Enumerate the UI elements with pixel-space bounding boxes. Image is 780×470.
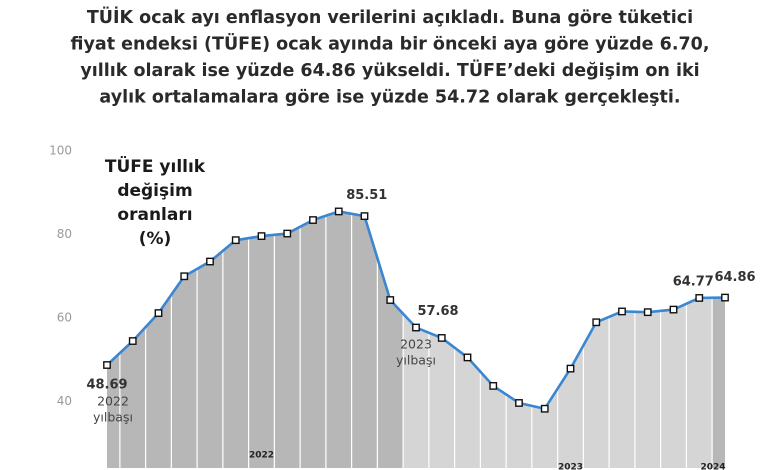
point xyxy=(489,382,498,390)
point xyxy=(437,334,446,342)
point xyxy=(463,353,472,362)
year-label: 2022 xyxy=(249,451,274,461)
point xyxy=(360,212,369,221)
point xyxy=(309,216,317,224)
point xyxy=(206,257,214,266)
inner-title: oranları xyxy=(117,205,192,225)
inner-title: (%) xyxy=(139,229,172,249)
headline: aylık ortalamalara göre ise yüzde 54.72 … xyxy=(99,88,680,108)
y-tick-label: 40 xyxy=(57,394,72,408)
annotation: yılbaşı xyxy=(396,353,436,368)
point xyxy=(592,318,601,327)
value-label: 85.51 xyxy=(346,188,387,203)
headline: TÜİK ocak ayı enflasyon verilerini açıkl… xyxy=(87,6,693,28)
year-label: 2024 xyxy=(700,463,725,470)
annotation: 2022 xyxy=(97,394,129,409)
point xyxy=(695,294,704,302)
annotation: yılbaşı xyxy=(93,410,133,425)
point xyxy=(412,323,420,332)
y-tick-label: 80 xyxy=(57,227,72,241)
headline: fiyat endeksi (TÜFE) ocak ayında bir önc… xyxy=(71,33,710,55)
value-label: 64.77 xyxy=(673,274,714,289)
area xyxy=(107,211,725,469)
point xyxy=(566,364,575,373)
point xyxy=(515,399,523,407)
point xyxy=(721,293,729,302)
point xyxy=(283,229,292,238)
inner-title: değişim xyxy=(117,181,192,201)
year-label: 2023 xyxy=(558,463,583,470)
point xyxy=(643,308,652,317)
annotation: 2023 xyxy=(400,337,432,352)
y-tick-label: 100 xyxy=(49,144,72,158)
headline: yıllık olarak ise yüzde 64.86 yükseldi. … xyxy=(80,59,699,81)
value-label: 48.69 xyxy=(86,378,127,393)
value-label: 57.68 xyxy=(417,304,458,319)
point xyxy=(618,307,626,316)
point xyxy=(386,296,395,304)
point xyxy=(128,337,137,345)
point xyxy=(154,309,163,317)
point xyxy=(334,207,343,216)
point xyxy=(103,361,111,369)
point xyxy=(669,305,678,314)
inner-title: TÜFE yıllık xyxy=(105,155,206,177)
point xyxy=(257,232,266,240)
point xyxy=(231,236,240,245)
value-label: 64.86 xyxy=(714,270,755,285)
point xyxy=(540,404,549,413)
y-tick-label: 60 xyxy=(57,310,72,324)
point xyxy=(180,272,189,281)
